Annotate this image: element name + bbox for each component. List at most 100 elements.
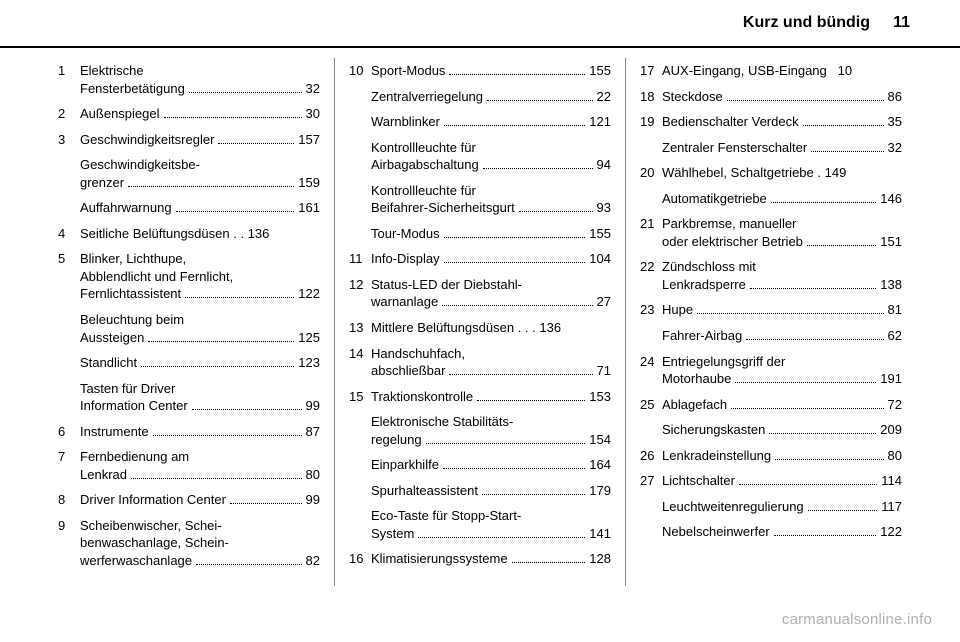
entry-page: 99 — [306, 397, 320, 415]
entry-page: 191 — [880, 370, 902, 388]
entry-label: Fernbedienung am — [80, 448, 189, 466]
leader-dots — [164, 108, 302, 118]
entry-number: 19 — [640, 113, 662, 131]
entry-number: 16 — [349, 550, 371, 568]
entry-label: Sicherungskasten — [662, 421, 765, 439]
leader-dots — [771, 192, 877, 202]
entry-label: Driver Information Center — [80, 491, 226, 509]
entry-text: Info-Display104 — [371, 250, 611, 268]
entry-line: Elektrische — [80, 62, 320, 80]
index-subentry: Beleuchtung beimAussteigen125 — [80, 311, 320, 346]
leader-dots — [735, 373, 876, 383]
entry-page: 209 — [880, 421, 902, 439]
entry-label: Blinker, Lichthupe, — [80, 250, 186, 268]
entry-line: Tasten für Driver — [80, 380, 320, 398]
entry-label: Beifahrer-Sicherheitsgurt — [371, 199, 515, 217]
index-subentry: Elektronische Stabilitäts-regelung154 — [371, 413, 611, 448]
index-entry: 18Steckdose86 — [640, 88, 902, 106]
entry-label: Geschwindigkeitsregler — [80, 131, 214, 149]
entry-number: 6 — [58, 423, 80, 441]
index-entry: 12Status-LED der Diebstahl-warnanlage27 — [349, 276, 611, 311]
entry-line: Geschwindigkeitsbe- — [80, 156, 320, 174]
entry-page: 128 — [589, 550, 611, 568]
entry-number: 26 — [640, 447, 662, 465]
leader-dots — [148, 331, 294, 341]
entry-line: warnanlage 27 — [371, 293, 611, 311]
watermark: carmanualsonline.info — [782, 611, 932, 628]
entry-label: Motorhaube — [662, 370, 731, 388]
entry-text: Beleuchtung beimAussteigen125 — [80, 311, 320, 346]
entry-line: regelung154 — [371, 431, 611, 449]
entry-label: Leuchtweitenregulierung — [662, 498, 804, 516]
entry-line: Wählhebel, Schaltgetriebe . 149 — [662, 164, 902, 182]
index-entry: 20Wählhebel, Schaltgetriebe . 149 — [640, 164, 902, 182]
index-entry: 14Handschuhfach,abschließbar71 — [349, 345, 611, 380]
leader-dots — [131, 468, 302, 478]
leader-dots — [482, 484, 585, 494]
entry-label: Handschuhfach, — [371, 345, 465, 363]
entry-line: abschließbar71 — [371, 362, 611, 380]
entry-text: Außenspiegel30 — [80, 105, 320, 123]
leader-dots — [512, 553, 586, 563]
entry-label: Außenspiegel — [80, 105, 160, 123]
entry-text: Fahrer-Airbag62 — [662, 327, 902, 345]
index-subentry: Kontrollleuchte fürBeifahrer-Sicherheits… — [371, 182, 611, 217]
leader-dots — [803, 116, 884, 126]
index-entry: 8Driver Information Center99 — [58, 491, 320, 509]
entry-number: 11 — [349, 250, 371, 268]
entry-line: benwaschanlage, Schein- — [80, 534, 320, 552]
entry-page: 86 — [888, 88, 902, 106]
entry-line: oder elektrischer Betrieb151 — [662, 233, 902, 251]
entry-text: Driver Information Center99 — [80, 491, 320, 509]
entry-label: Airbagabschaltung — [371, 156, 479, 174]
entry-label: Standlicht — [80, 354, 137, 372]
entry-number: 2 — [58, 105, 80, 123]
index-subentry: Tour-Modus155 — [371, 225, 611, 243]
entry-page: 80 — [888, 447, 902, 465]
index-entry: 4Seitliche Belüftungsdüsen . . 136 — [58, 225, 320, 243]
entry-line: Bedienschalter Verdeck35 — [662, 113, 902, 131]
entry-page: 93 — [597, 199, 611, 217]
entry-text: Geschwindigkeitsbe-grenzer159 — [80, 156, 320, 191]
entry-label: Lenkradeinstellung — [662, 447, 771, 465]
entry-line: Leuchtweitenregulierung117 — [662, 498, 902, 516]
leader-dots — [185, 288, 294, 298]
leader-dots — [196, 555, 302, 565]
index-entry: 6Instrumente87 — [58, 423, 320, 441]
entry-number: 1 — [58, 62, 80, 80]
entry-line: Zentraler Fensterschalter32 — [662, 139, 902, 157]
entry-label: warnanlage — [371, 293, 438, 311]
entry-separator: . . . — [514, 319, 539, 337]
entry-page: 72 — [888, 396, 902, 414]
entry-label: werferwaschanlage — [80, 552, 192, 570]
index-entry: 7Fernbedienung amLenkrad80 — [58, 448, 320, 483]
entry-number: 12 — [349, 276, 371, 294]
entry-text: Kontrollleuchte fürAirbagabschaltung94 — [371, 139, 611, 174]
page-header: Kurz und bündig 11 — [0, 0, 960, 48]
entry-label: Einparkhilfe — [371, 456, 439, 474]
entry-label: AUX-Eingang, USB-Eingang — [662, 62, 827, 80]
entry-label: Aussteigen — [80, 329, 144, 347]
index-subentry: Automatikgetriebe146 — [662, 190, 902, 208]
entry-page: 10 — [838, 62, 852, 80]
index-column: 1ElektrischeFensterbetätigung322Außenspi… — [44, 58, 335, 586]
entry-text: Einparkhilfe164 — [371, 456, 611, 474]
entry-line: Beifahrer-Sicherheitsgurt 93 — [371, 199, 611, 217]
entry-text: Elektronische Stabilitäts-regelung154 — [371, 413, 611, 448]
leader-dots — [141, 357, 294, 367]
entry-label: Traktionskontrolle — [371, 388, 473, 406]
entry-label: regelung — [371, 431, 422, 449]
entry-line: Elektronische Stabilitäts- — [371, 413, 611, 431]
entry-number: 27 — [640, 472, 662, 490]
entry-page: 149 — [825, 164, 847, 182]
index-subentry: Spurhalteassistent179 — [371, 482, 611, 500]
entry-label: Hupe — [662, 301, 693, 319]
entry-page: 27 — [597, 293, 611, 311]
entry-text: Standlicht123 — [80, 354, 320, 372]
entry-label: Information Center — [80, 397, 188, 415]
leader-dots — [192, 400, 302, 410]
entry-label: Tour-Modus — [371, 225, 440, 243]
entry-label: Scheibenwischer, Schei- — [80, 517, 222, 535]
index-subentry: Sicherungskasten 209 — [662, 421, 902, 439]
index-entry: 9Scheibenwischer, Schei-benwaschanlage, … — [58, 517, 320, 570]
